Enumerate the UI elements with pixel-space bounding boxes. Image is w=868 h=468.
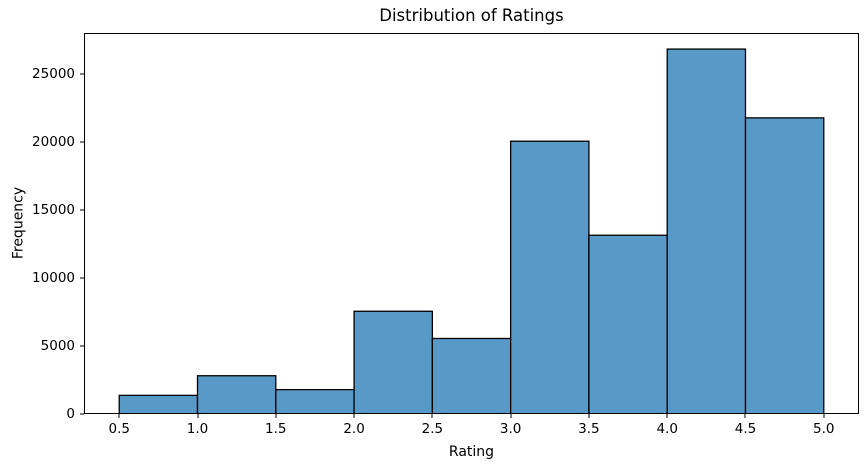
x-axis-label: Rating [448, 444, 495, 460]
x-tick-mark [275, 414, 277, 418]
histogram-bar [431, 337, 512, 414]
x-tick-label: 4.0 [656, 421, 678, 437]
histogram-bar [509, 140, 590, 414]
x-axis-ticks: 0.5 1.0 1.5 2.0 2.5 3.0 3.5 4.0 4.5 5.0 [84, 414, 859, 454]
x-tick-mark [353, 414, 355, 418]
y-tick-label: 15000 [32, 201, 75, 218]
y-tick-mark [80, 73, 84, 75]
x-tick-mark [744, 414, 746, 418]
x-tick-mark [666, 414, 668, 418]
histogram-bar [196, 375, 277, 414]
histogram-bar [666, 48, 747, 414]
y-tick-label: 20000 [32, 133, 75, 150]
x-tick-mark [118, 414, 120, 418]
histogram-canvas [84, 33, 859, 414]
x-tick-label: 1.0 [186, 421, 209, 437]
y-axis-ticks: 0 5000 10000 15000 20000 25000 [0, 33, 84, 422]
x-tick-label: 2.0 [343, 421, 365, 437]
x-tick-label: 0.5 [108, 421, 130, 437]
y-tick-label: 10000 [32, 269, 75, 286]
x-tick-label: 1.5 [265, 421, 287, 437]
histogram-bar [118, 394, 199, 414]
axes-frame [84, 33, 859, 414]
x-tick-mark [197, 414, 198, 418]
y-tick-mark [80, 209, 84, 211]
x-tick-mark [823, 414, 825, 418]
y-tick-label: 0 [66, 406, 75, 422]
x-tick-mark [588, 414, 590, 418]
x-tick-label: 4.5 [734, 421, 757, 437]
x-tick-mark [510, 414, 512, 418]
x-tick-label: 3.0 [499, 421, 522, 437]
y-tick-mark [80, 345, 84, 347]
x-tick-label: 3.5 [578, 421, 600, 437]
y-tick-label: 25000 [32, 65, 75, 82]
y-axis-label: Frequency [10, 186, 27, 260]
y-tick-label: 5000 [40, 337, 75, 354]
histogram-bar [353, 310, 434, 414]
y-tick-mark [80, 141, 84, 143]
x-tick-label: 5.0 [813, 421, 835, 437]
chart-title: Distribution of Ratings [379, 6, 564, 25]
plot-area [84, 33, 859, 414]
x-tick-mark [431, 414, 433, 418]
histogram-bar [744, 117, 825, 414]
y-tick-mark [80, 413, 84, 415]
histogram-bar [275, 388, 355, 414]
histogram-bar [588, 234, 668, 414]
x-tick-label: 2.5 [421, 421, 444, 437]
y-tick-mark [80, 277, 84, 279]
